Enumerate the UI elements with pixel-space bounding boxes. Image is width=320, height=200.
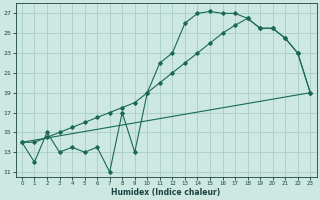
X-axis label: Humidex (Indice chaleur): Humidex (Indice chaleur) [111,188,221,197]
